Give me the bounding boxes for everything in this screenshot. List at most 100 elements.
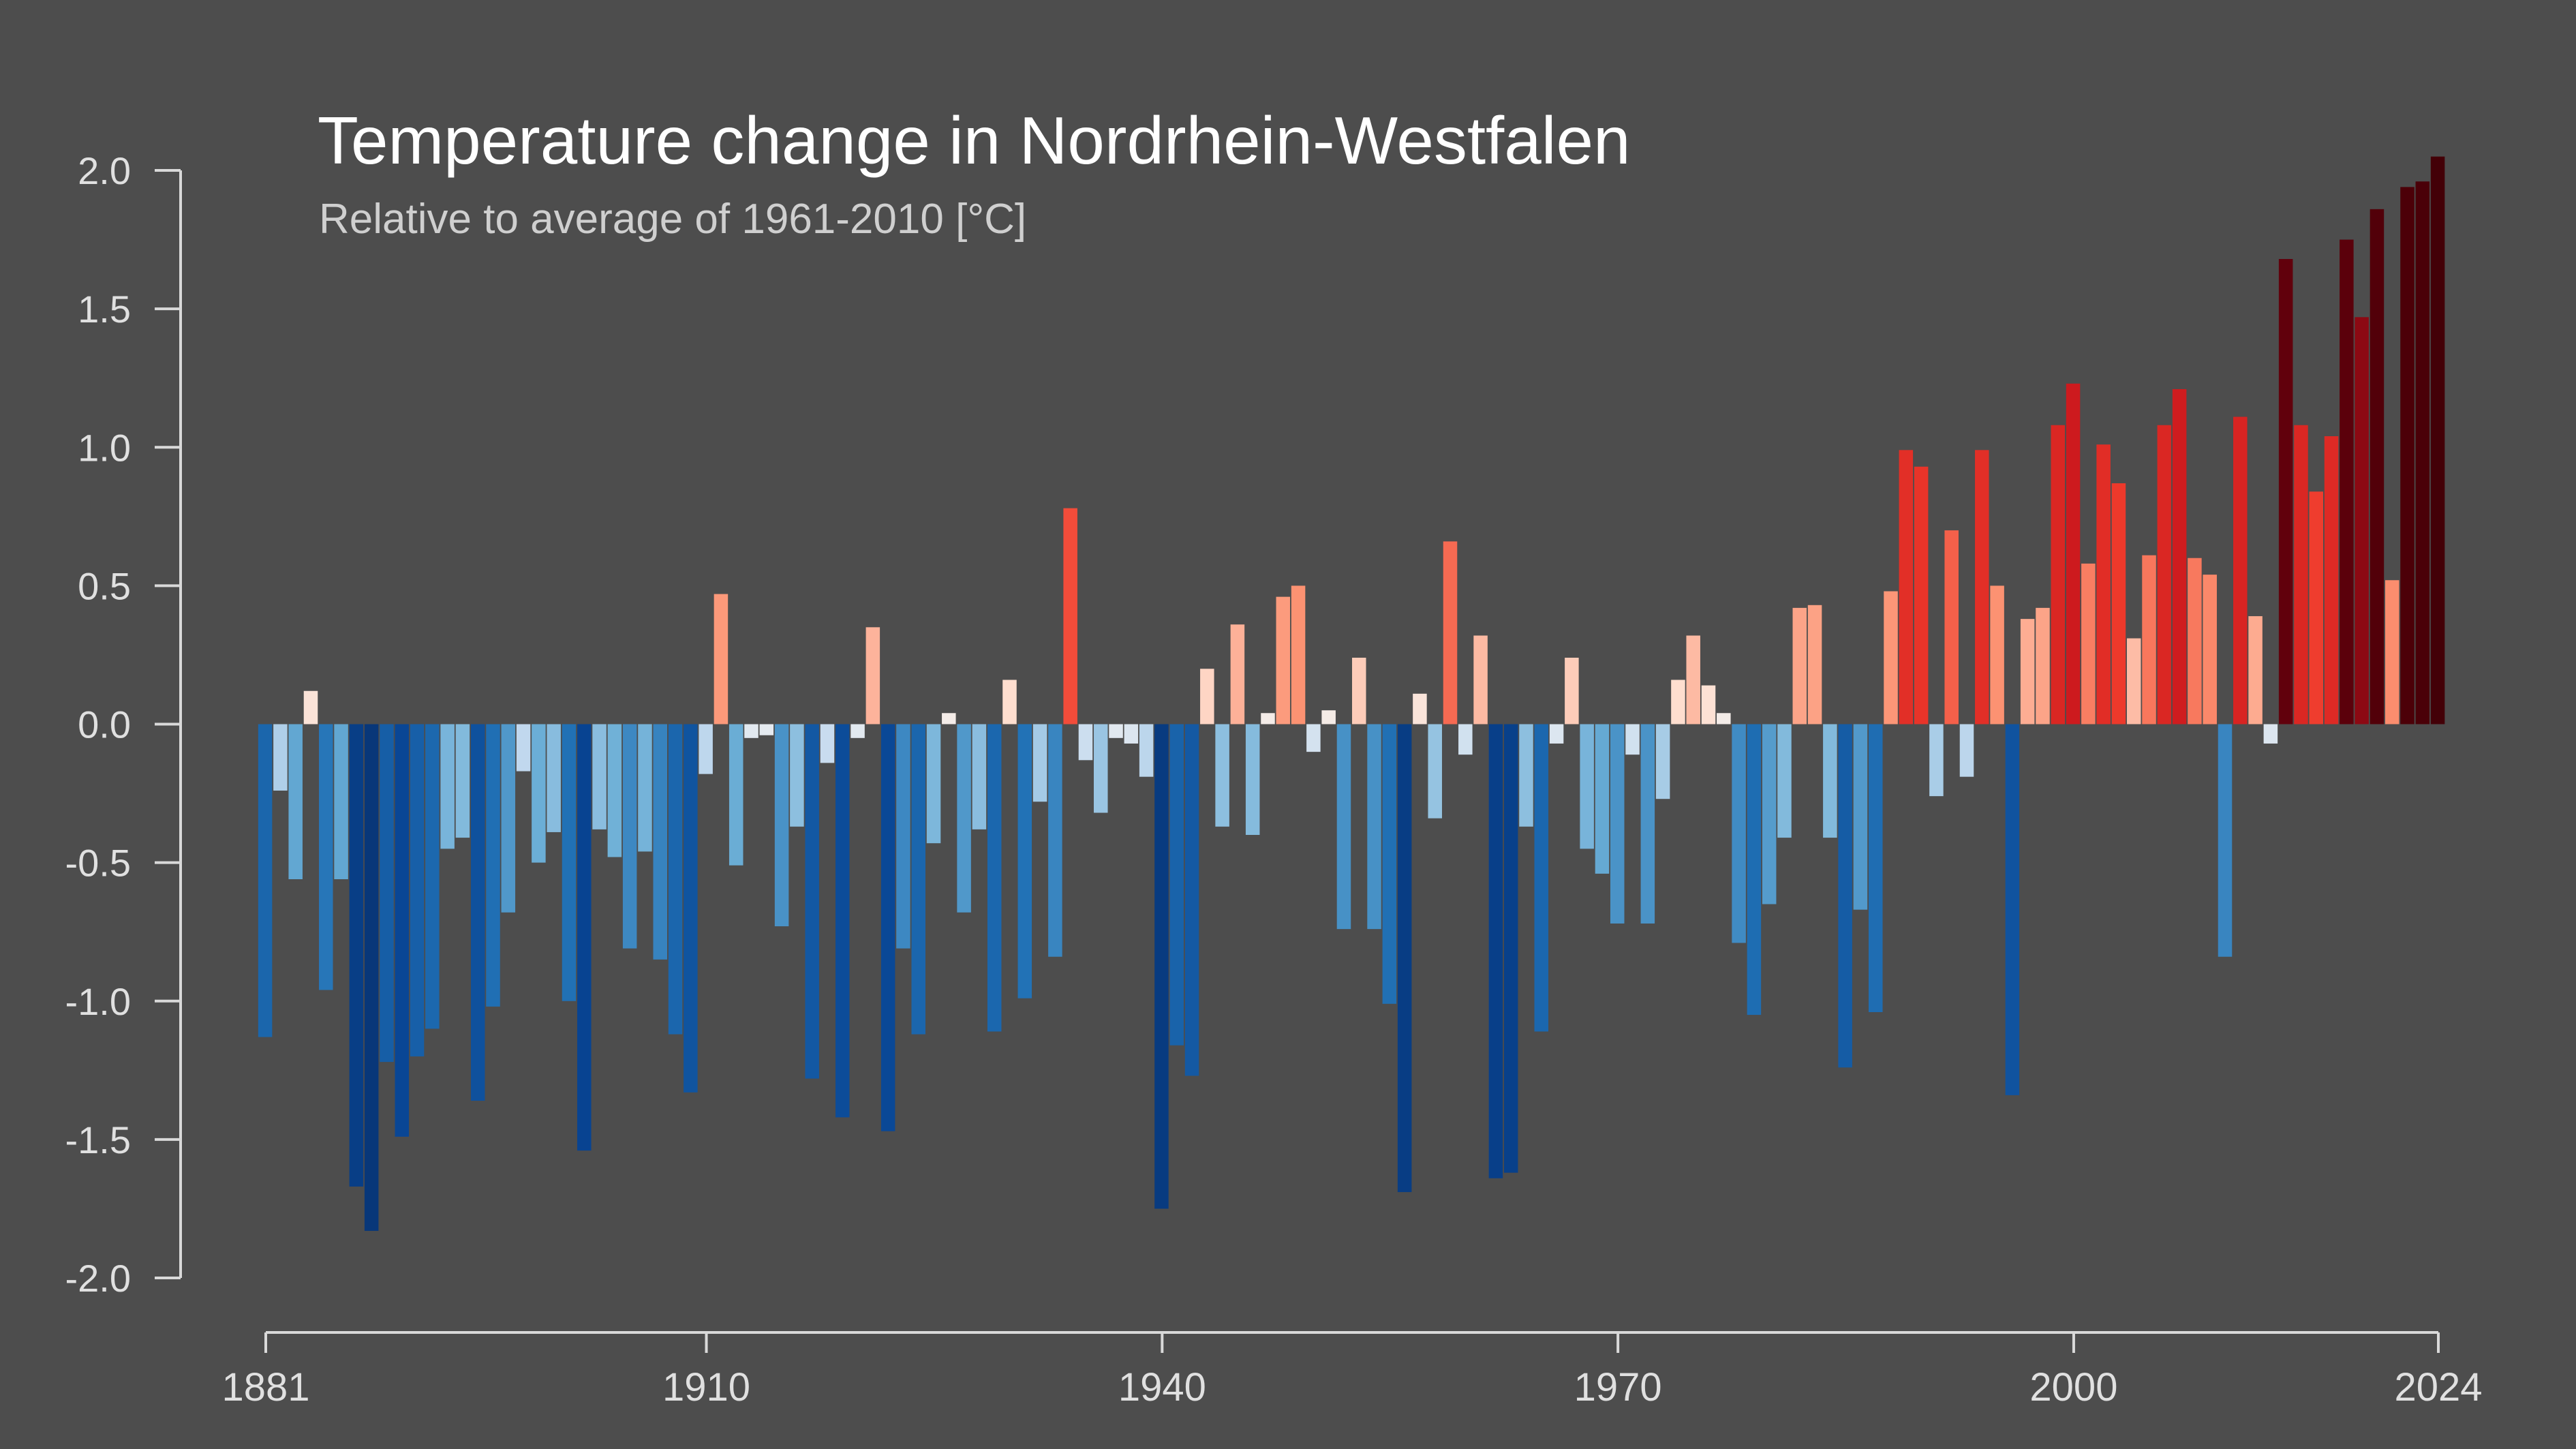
bar-1919: [835, 724, 850, 1118]
chart-title: Temperature change in Nordrhein-Westfale…: [318, 103, 1631, 178]
bar-1975: [1686, 635, 1700, 724]
bar-1978: [1732, 724, 1746, 943]
bar-1905: [622, 724, 637, 949]
y-tick-label: -1.0: [65, 980, 132, 1023]
bar-1960: [1458, 724, 1473, 755]
bar-2015: [2294, 425, 2308, 724]
bar-1938: [1124, 724, 1139, 744]
bar-2005: [2142, 555, 2156, 724]
bar-1916: [790, 724, 804, 827]
bar-series: [258, 156, 2445, 1231]
bar-2007: [2172, 388, 2187, 724]
bar-1971: [1625, 724, 1640, 755]
bar-1962: [1488, 724, 1503, 1178]
bar-1982: [1792, 607, 1807, 724]
bar-1887: [349, 724, 364, 1187]
bar-1980: [1762, 724, 1777, 904]
bar-1954: [1367, 724, 1381, 930]
bar-1932: [1032, 724, 1047, 802]
x-tick-label: 1970: [1574, 1365, 1662, 1409]
bar-1881: [258, 724, 273, 1037]
bar-1914: [759, 724, 774, 735]
bar-2003: [2111, 483, 2126, 724]
bar-2021: [2385, 580, 2399, 724]
bar-1996: [2005, 724, 2020, 1095]
bar-1902: [577, 724, 592, 1151]
bar-1885: [319, 724, 333, 990]
bar-1987: [1868, 724, 1883, 1012]
bar-1945: [1230, 624, 1245, 724]
bar-1913: [744, 724, 758, 738]
bar-1944: [1215, 724, 1229, 827]
bar-2024: [2430, 156, 2445, 724]
bar-2022: [2400, 187, 2414, 724]
x-tick-label: 1940: [1118, 1365, 1206, 1409]
bar-1910: [699, 724, 713, 774]
bar-1963: [1503, 724, 1518, 1173]
bar-1953: [1352, 658, 1366, 724]
bar-1915: [774, 724, 789, 927]
y-axis: 2.0 1.5 1.0 0.5 0.0 -0.5 -1.0 -1.5 -2.0: [65, 149, 182, 1300]
bar-1931: [1017, 724, 1032, 998]
bar-1950: [1306, 724, 1321, 752]
bar-1998: [2036, 607, 2050, 724]
bar-1923: [896, 724, 910, 949]
bar-1983: [1807, 605, 1822, 724]
bar-1926: [942, 713, 956, 724]
x-axis: 1881 1910 1940 1970 2000 2024: [221, 1331, 2483, 1409]
bar-1994: [1975, 450, 1989, 724]
bar-1921: [865, 627, 880, 724]
bar-1956: [1397, 724, 1412, 1193]
bar-1896: [486, 724, 500, 1007]
bar-2000: [2066, 383, 2081, 724]
bar-1893: [440, 724, 455, 849]
bar-1997: [2020, 619, 2035, 724]
bar-1967: [1565, 658, 1579, 724]
bar-1911: [714, 594, 729, 724]
bar-1924: [911, 724, 925, 1035]
bar-1961: [1473, 635, 1488, 724]
bar-2017: [2324, 436, 2339, 724]
bar-1976: [1701, 685, 1716, 724]
bar-1890: [395, 724, 410, 1137]
bar-2018: [2340, 239, 2354, 724]
y-tick-label: -1.5: [65, 1118, 132, 1161]
bar-1951: [1321, 710, 1336, 724]
bar-1942: [1184, 724, 1199, 1076]
bar-1966: [1549, 724, 1564, 744]
bar-1985: [1838, 724, 1852, 1068]
bar-1901: [562, 724, 577, 1001]
bar-1922: [880, 724, 895, 1131]
bar-1949: [1291, 585, 1306, 724]
bar-1930: [1002, 680, 1017, 724]
bar-1941: [1169, 724, 1184, 1046]
bar-1882: [273, 724, 288, 791]
bar-1969: [1595, 724, 1610, 874]
bar-1917: [805, 724, 819, 1079]
bar-1986: [1853, 724, 1868, 910]
bar-1993: [1959, 724, 1974, 777]
bar-1988: [1884, 591, 1898, 724]
bar-1909: [684, 724, 698, 1093]
bar-1935: [1078, 724, 1093, 761]
bar-1898: [516, 724, 531, 772]
bar-2001: [2081, 563, 2096, 724]
bar-1907: [653, 724, 667, 960]
bar-1884: [303, 690, 318, 724]
bar-2010: [2218, 724, 2233, 957]
bar-2006: [2157, 425, 2172, 724]
bar-1973: [1655, 724, 1670, 799]
bar-1886: [334, 724, 348, 879]
bar-1989: [1899, 450, 1914, 724]
bar-1937: [1109, 724, 1123, 738]
chart-subtitle: Relative to average of 1961-2010 [°C]: [319, 196, 1026, 243]
y-tick-label: 1.5: [78, 288, 131, 331]
bar-1889: [380, 724, 394, 1063]
bar-1895: [470, 724, 485, 1101]
bar-2011: [2233, 416, 2248, 724]
bar-1888: [364, 724, 379, 1231]
y-tick-label: -0.5: [65, 842, 132, 885]
bar-1965: [1534, 724, 1549, 1032]
bar-1920: [850, 724, 865, 738]
x-tick-label: 1881: [221, 1365, 309, 1409]
